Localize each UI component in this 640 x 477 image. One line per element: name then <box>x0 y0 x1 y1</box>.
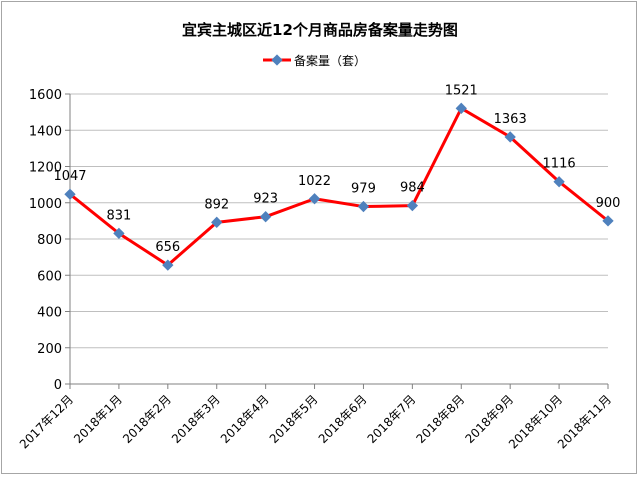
y-tick-label: 1600 <box>29 88 62 103</box>
data-label: 1363 <box>494 112 527 127</box>
data-label: 1521 <box>445 83 478 98</box>
x-axis-ticks: 2017年12月2018年1月2018年2月2018年3月2018年4月2018… <box>17 384 614 451</box>
data-label: 984 <box>400 181 425 196</box>
x-tick-label: 2018年5月 <box>267 392 321 446</box>
legend-label: 备案量（套） <box>294 53 366 68</box>
x-tick-label: 2018年2月 <box>120 392 174 446</box>
x-tick-label: 2018年1月 <box>71 392 125 446</box>
y-tick-label: 1400 <box>29 124 62 139</box>
data-point-marker <box>357 200 370 213</box>
x-tick-label: 2018年7月 <box>365 392 419 446</box>
grid <box>69 93 608 385</box>
legend: 备案量（套） <box>263 53 366 68</box>
data-point-marker <box>162 259 174 271</box>
data-label: 831 <box>106 208 131 223</box>
data-labels: 1047 831 656 892 923 1022 979 984 1521 1363 1116 90… <box>53 83 620 255</box>
data-label: 923 <box>253 192 278 207</box>
data-point-marker <box>553 176 565 188</box>
data-label: 900 <box>596 196 621 211</box>
data-label: 892 <box>204 197 229 212</box>
series-markers <box>64 102 614 271</box>
y-tick-label: 200 <box>37 342 62 357</box>
data-point-marker <box>504 131 516 143</box>
x-tick-label: 2018年3月 <box>169 392 223 446</box>
x-tick-label: 2017年12月 <box>17 392 76 451</box>
legend-marker <box>271 54 283 66</box>
x-tick-label: 2018年6月 <box>316 392 370 446</box>
x-tick-label: 2018年4月 <box>218 392 272 446</box>
data-label: 979 <box>351 182 376 197</box>
data-point-marker <box>406 199 419 212</box>
chart-title: 宜宾主城区近12个月商品房备案量走势图 <box>182 21 458 39</box>
y-tick-label: 1200 <box>29 161 62 176</box>
x-tick-label: 2018年8月 <box>414 392 468 446</box>
data-point-marker <box>602 215 614 227</box>
data-point-marker <box>308 193 321 205</box>
data-label: 1047 <box>53 169 86 184</box>
data-point-marker <box>259 211 272 223</box>
y-tick-label: 800 <box>37 233 62 248</box>
series-line-path <box>69 106 609 267</box>
data-point-marker <box>211 216 223 228</box>
data-label: 1116 <box>543 157 576 172</box>
y-tick-label: 600 <box>37 269 62 284</box>
data-label: 656 <box>155 240 180 255</box>
y-tick-label: 400 <box>37 306 62 321</box>
series-line <box>69 106 609 267</box>
y-tick-label: 1000 <box>29 197 62 212</box>
data-label: 1022 <box>298 174 331 189</box>
y-tick-label: 0 <box>54 378 62 393</box>
y-axis-ticks: 0 200 400 600 800 1000 1200 1400 1600 <box>29 88 70 393</box>
